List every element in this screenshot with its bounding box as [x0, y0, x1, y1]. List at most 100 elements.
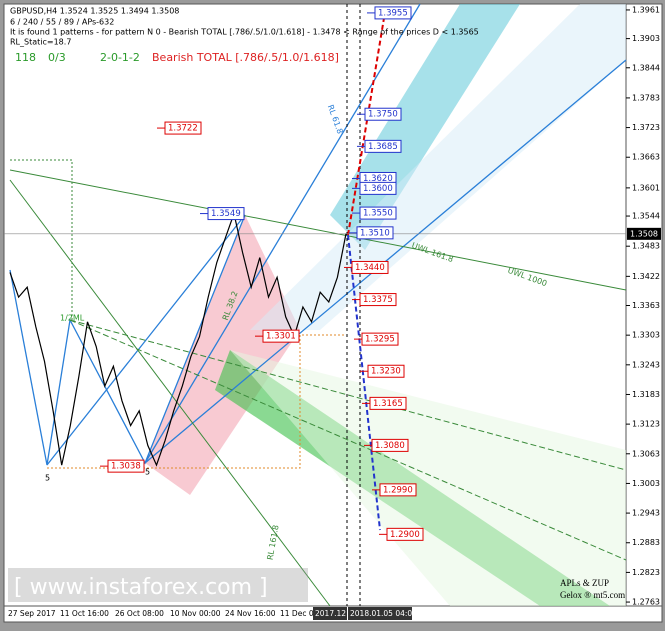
- level-label: 1.3230: [371, 367, 401, 377]
- level-box: [386, 527, 424, 541]
- level-box: [356, 226, 394, 240]
- watermark-bg: [8, 568, 308, 602]
- annotation: 5: [45, 474, 50, 483]
- level-box: [374, 6, 412, 20]
- level-box: [367, 364, 405, 378]
- y-tick-label: 1.3723: [632, 123, 660, 132]
- orange-box: [47, 334, 345, 469]
- y-tick-label: 1.3903: [632, 34, 660, 43]
- x-label-box: [348, 607, 412, 620]
- green-line: [69, 319, 627, 561]
- level-label: 1.2990: [383, 485, 413, 495]
- y-tick-label: 1.2943: [632, 509, 660, 518]
- green-fan: [230, 350, 626, 606]
- projection-down: [347, 234, 381, 531]
- green-line: [9, 179, 331, 607]
- info-line: It is found 1 patterns - for pattern N 0…: [10, 28, 479, 37]
- annotation: 5: [145, 468, 150, 477]
- fan-line: [46, 214, 246, 466]
- green-box: [10, 159, 73, 320]
- level-box: [359, 206, 397, 220]
- green-lines: [9, 159, 627, 607]
- x-tick-label: 27 Sep 2017: [8, 609, 56, 618]
- y-tick-label: 1.3844: [632, 63, 660, 72]
- level-box: [262, 329, 300, 343]
- y-tick-label: 1.3422: [632, 272, 660, 281]
- green-line: [69, 319, 627, 471]
- level-box: [364, 139, 402, 153]
- y-tick-label: 1.3303: [632, 331, 660, 340]
- status-text: 2-0-1-2: [100, 51, 140, 64]
- level-box: [361, 332, 399, 346]
- level-label: 1.3080: [375, 441, 405, 451]
- level-label: 1.3295: [365, 335, 395, 345]
- y-tick-label: 1.2763: [632, 598, 660, 607]
- price-axis: [625, 3, 663, 607]
- level-label: 1.3165: [373, 399, 403, 409]
- y-tick-label: 1.3601: [632, 183, 660, 192]
- level-label: 1.2900: [390, 530, 420, 540]
- level-box: [371, 438, 409, 452]
- level-box: [351, 260, 389, 274]
- level-box: [359, 293, 397, 307]
- x-tick-label: 10 Nov 00:00: [170, 609, 221, 618]
- info-line: RL_Static=18.7: [10, 38, 71, 47]
- green-line: [9, 169, 627, 291]
- pink-zone: [145, 215, 300, 495]
- level-box: [364, 107, 402, 121]
- orange-lines: [47, 334, 345, 469]
- y-tick-label: 1.3063: [632, 449, 660, 458]
- y-tick-label: 1.3123: [632, 420, 660, 429]
- x-tick-label: 2018.01.05 04:00: [350, 609, 417, 618]
- level-box: [164, 121, 202, 135]
- x-tick-label: 11 Oct 16:00: [60, 609, 109, 618]
- level-label: 1.3722: [168, 124, 198, 134]
- current-price-label: 1.3508: [630, 229, 658, 238]
- annotation: Gelox ® mt5.com: [560, 590, 625, 600]
- price-line: [9, 211, 347, 467]
- x-tick-label: 26 Oct 08:00: [115, 609, 164, 618]
- level-label: 1.3620: [363, 174, 393, 184]
- level-label: 1.3600: [363, 184, 393, 194]
- annotation: APLs & ZUP: [560, 578, 609, 588]
- level-label: 1.3955: [378, 8, 408, 18]
- y-tick-label: 1.2883: [632, 538, 660, 547]
- y-tick-label: 1.3243: [632, 360, 660, 369]
- x-tick-label: 2017.12: [315, 609, 346, 618]
- y-tick-label: 1.3961: [632, 5, 660, 14]
- y-tick-label: 1.3783: [632, 93, 660, 102]
- y-tick-label: 1.3663: [632, 153, 660, 162]
- y-tick-label: 1.3483: [632, 242, 660, 251]
- status-text: Bearish TOTAL [.786/.5/1.0/1.618]: [152, 51, 339, 64]
- level-box: [107, 459, 145, 473]
- level-box: [359, 181, 397, 195]
- level-label: 1.3038: [111, 462, 141, 472]
- annotation: [ www.instaforex.com ]: [14, 575, 268, 600]
- y-tick-label: 1.3183: [632, 390, 660, 399]
- level-label: 1.3685: [368, 142, 398, 152]
- blue-fan: [250, 4, 626, 330]
- y-tick-label: 1.2823: [632, 568, 660, 577]
- y-tick-label: 1.3544: [632, 212, 660, 221]
- level-box: [207, 207, 245, 221]
- level-label: 1.3510: [360, 228, 390, 238]
- info-line: 6 / 240 / 55 / 89 / APs-632: [10, 18, 114, 27]
- level-label: 1.3550: [363, 209, 393, 219]
- level-label: 1.3301: [266, 332, 296, 342]
- x-tick-label: 11 Dec 08:00: [280, 609, 331, 618]
- projection-up: [347, 11, 386, 236]
- annotation: 1/2ML: [60, 314, 85, 323]
- level-box: [379, 483, 417, 497]
- title: GBPUSD,H4 1.3524 1.3525 1.3494 1.3508: [10, 7, 179, 16]
- status-text: 0/3: [48, 51, 66, 64]
- status-text: 118: [15, 51, 36, 64]
- x-label-box: [313, 607, 347, 620]
- x-tick-label: 24 Nov 16:00: [225, 609, 276, 618]
- current-price-box: [627, 227, 661, 240]
- level-box: [369, 396, 407, 410]
- level-label: 1.3750: [368, 110, 398, 120]
- y-tick-label: 1.3003: [632, 479, 660, 488]
- level-label: 1.3549: [211, 209, 241, 219]
